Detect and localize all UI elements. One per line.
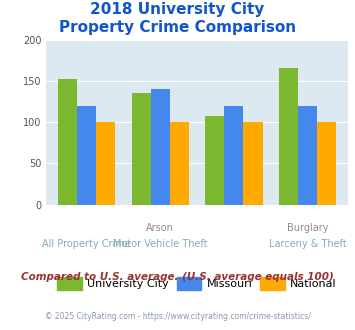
Bar [96,122,115,205]
Text: Motor Vehicle Theft: Motor Vehicle Theft [113,239,208,249]
Bar [317,122,336,205]
Text: Burglary: Burglary [287,223,328,233]
Text: All Property Crime: All Property Crime [42,239,131,249]
Bar [298,106,317,205]
Text: 2018 University City: 2018 University City [90,2,265,16]
Bar [279,69,298,205]
Bar [205,115,224,205]
Bar [131,93,151,205]
Bar [224,106,244,205]
Text: Compared to U.S. average. (U.S. average equals 100): Compared to U.S. average. (U.S. average … [21,272,334,282]
Bar [244,122,263,205]
Text: Arson: Arson [146,223,174,233]
Bar [170,122,189,205]
Bar [77,106,96,205]
Bar [151,89,170,205]
Text: Property Crime Comparison: Property Crime Comparison [59,20,296,35]
Text: Larceny & Theft: Larceny & Theft [268,239,346,249]
Bar [58,79,77,205]
Text: © 2025 CityRating.com - https://www.cityrating.com/crime-statistics/: © 2025 CityRating.com - https://www.city… [45,312,310,321]
Legend: University City, Missouri, National: University City, Missouri, National [53,273,342,295]
